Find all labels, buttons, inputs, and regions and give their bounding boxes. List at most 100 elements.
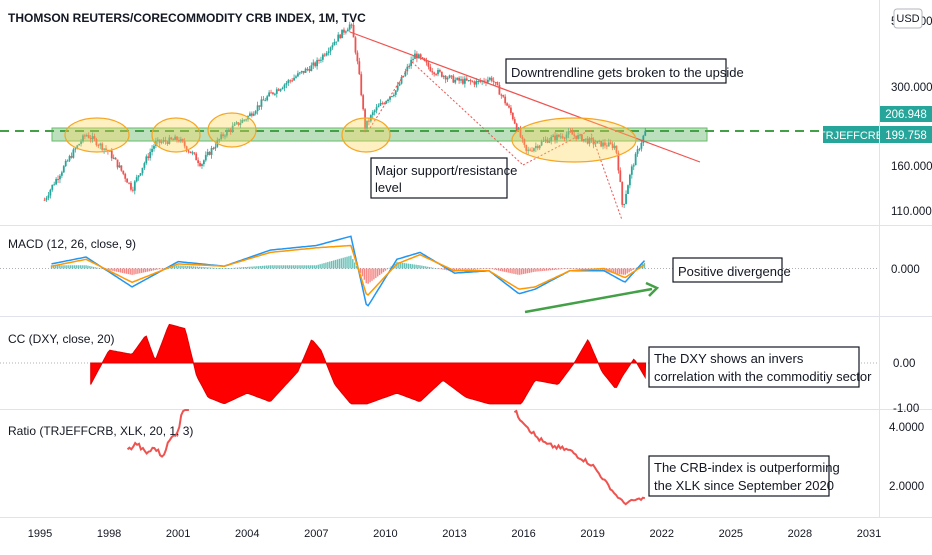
macd-histogram-bar xyxy=(98,268,101,269)
macd-histogram-bar xyxy=(173,266,176,269)
candle-body xyxy=(394,90,397,95)
time-tick: 2031 xyxy=(857,528,881,540)
macd-histogram-bar xyxy=(361,268,364,277)
candle-body xyxy=(212,148,215,150)
candle-body xyxy=(66,160,69,162)
symbol-label: TRJEFFCRB xyxy=(819,130,883,142)
macd-histogram-bar xyxy=(398,262,400,269)
candle-body xyxy=(415,53,418,59)
candle-body xyxy=(446,77,449,80)
candle-body xyxy=(128,182,130,184)
candle-body xyxy=(552,135,555,137)
macd-histogram-bar xyxy=(616,268,619,274)
candle-body xyxy=(68,156,71,161)
macd-histogram-bar xyxy=(461,268,463,272)
macd-histogram-bar xyxy=(401,262,404,269)
candle-body xyxy=(435,74,437,76)
macd-histogram-bar xyxy=(486,268,488,270)
macd-histogram-bar xyxy=(400,262,402,269)
time-tick: 2001 xyxy=(166,528,190,540)
macd-histogram-bar xyxy=(288,265,291,269)
candle-body xyxy=(573,134,576,136)
candle-body xyxy=(467,80,470,82)
macd-histogram-bar xyxy=(542,268,544,272)
macd-histogram-bar xyxy=(309,265,312,269)
candle-body xyxy=(554,135,556,141)
candle-body xyxy=(145,156,148,164)
macd-histogram-bar xyxy=(484,268,486,270)
candle-body xyxy=(623,203,626,205)
candle-body xyxy=(517,128,520,130)
macd-histogram-bar xyxy=(100,268,103,270)
candle-body xyxy=(577,135,579,139)
macd-histogram-bar xyxy=(188,266,191,269)
divergence-arrowhead xyxy=(645,281,660,297)
candle-body xyxy=(327,51,330,54)
macd-histogram-bar xyxy=(511,268,513,274)
candle-body xyxy=(325,53,328,56)
candle-body xyxy=(417,54,420,59)
downtrend-line xyxy=(349,31,701,163)
macd-histogram-bar xyxy=(77,265,80,269)
macd-histogram-bar xyxy=(304,265,306,269)
candle-body xyxy=(544,139,547,141)
candle-body xyxy=(644,130,647,136)
candle-body xyxy=(62,166,65,173)
candle-body xyxy=(289,80,292,82)
macd-histogram-bar xyxy=(198,266,200,269)
macd-histogram-bar xyxy=(446,268,448,271)
macd-histogram-bar xyxy=(369,268,371,283)
candle-body xyxy=(586,138,589,144)
macd-histogram-bar xyxy=(643,262,646,269)
candle-body xyxy=(329,47,332,52)
candle-body xyxy=(229,129,232,132)
candle-body xyxy=(527,149,530,151)
candle-body xyxy=(235,122,238,124)
candle-body xyxy=(379,103,382,106)
candle-body xyxy=(421,57,424,59)
macd-histogram-bar xyxy=(375,268,377,278)
macd-histogram-bar xyxy=(411,264,413,269)
macd-histogram-bar xyxy=(71,265,74,269)
candle-body xyxy=(112,157,115,159)
macd-histogram-bar xyxy=(183,265,185,269)
candle-body xyxy=(500,94,503,96)
currency-button[interactable]: USD xyxy=(893,8,923,29)
macd-histogram-bar xyxy=(283,265,285,269)
candle-body xyxy=(172,139,175,141)
candle-body xyxy=(533,148,535,152)
macd-histogram-bar xyxy=(250,266,252,269)
price-axis[interactable]: 500.000 300.000 160.000 110.000 0.000 0.… xyxy=(889,16,932,493)
candle-body xyxy=(162,140,165,142)
macd-histogram-bar xyxy=(279,265,281,269)
candle-body xyxy=(619,170,622,182)
macd-histogram-bar xyxy=(93,266,95,269)
candle-body xyxy=(137,175,140,178)
macd-histogram-bar xyxy=(208,267,210,269)
macd-histogram-bar xyxy=(555,268,557,270)
macd-histogram-bar xyxy=(286,265,289,269)
candle-body xyxy=(546,139,549,143)
candle-body xyxy=(43,199,46,201)
candle-body xyxy=(598,140,601,142)
macd-histogram-bar xyxy=(244,267,247,269)
macd-histogram-bar xyxy=(559,268,561,270)
macd-histogram-bar xyxy=(117,268,120,273)
macd-histogram-bar xyxy=(403,263,406,269)
macd-histogram-bar xyxy=(91,266,93,269)
macd-histogram-bar xyxy=(94,267,97,269)
time-axis[interactable]: 1995 1998 2001 2004 2007 2010 2013 2016 2019 2022… xyxy=(28,528,881,540)
macd-histogram-bar xyxy=(482,268,484,270)
macd-histogram-bar xyxy=(123,268,126,274)
candle-body xyxy=(126,178,129,183)
candle-body xyxy=(214,146,217,149)
macd-histogram-bar xyxy=(488,268,490,270)
macd-histogram-bar xyxy=(81,265,83,269)
candle-body xyxy=(440,71,443,77)
macd-histogram-bar xyxy=(110,268,112,271)
candle-body xyxy=(617,152,620,171)
macd-histogram-bar xyxy=(499,268,502,271)
candle-body xyxy=(402,76,405,78)
candle-body xyxy=(179,139,182,142)
candle-body xyxy=(237,122,240,126)
